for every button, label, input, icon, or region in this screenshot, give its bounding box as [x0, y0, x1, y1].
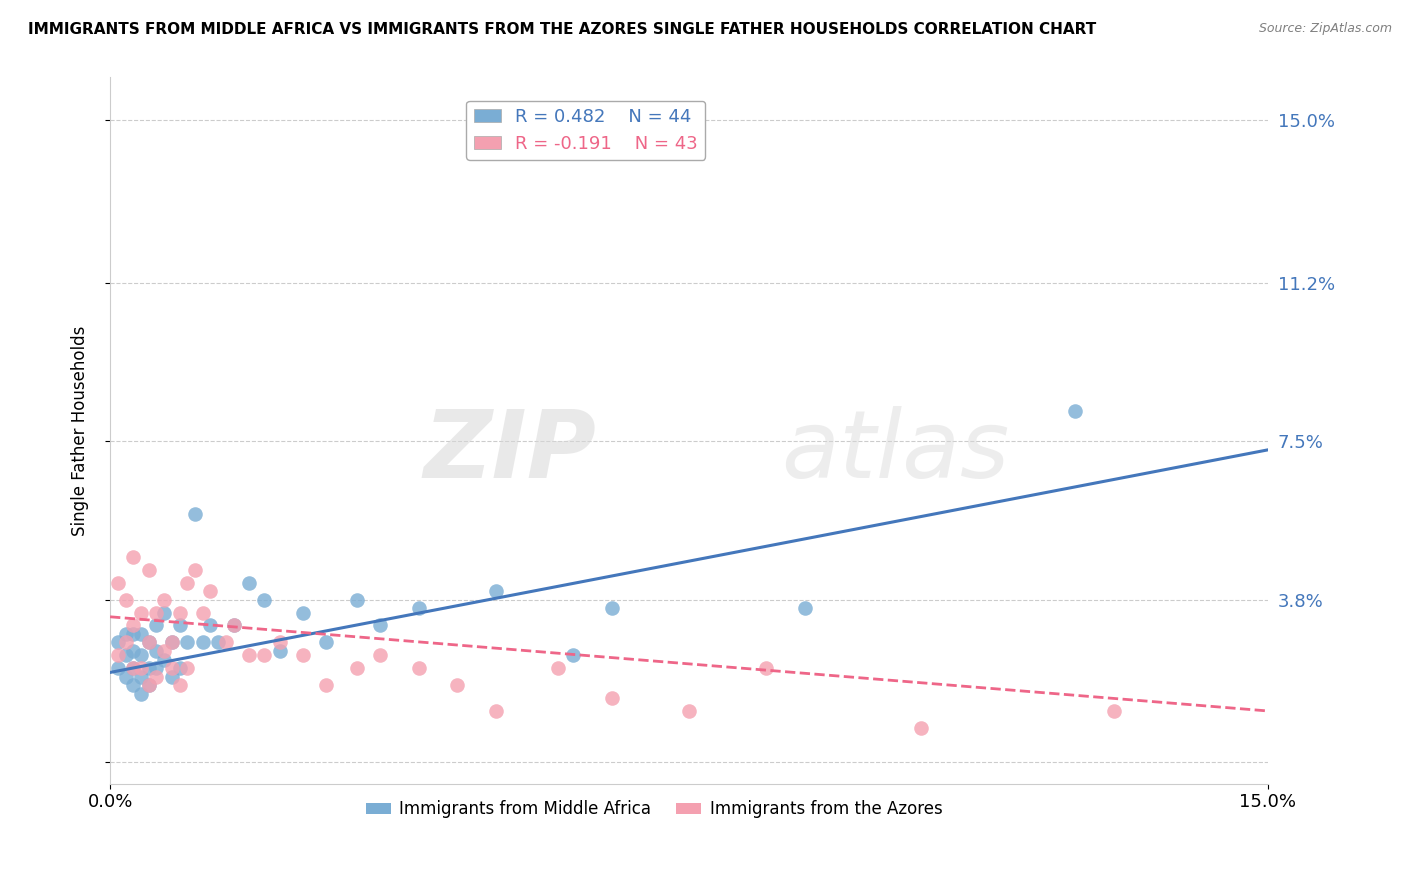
Point — [408, 661, 430, 675]
Point — [253, 648, 276, 663]
Point — [269, 644, 291, 658]
Point — [129, 648, 152, 663]
Text: Source: ZipAtlas.com: Source: ZipAtlas.com — [1258, 22, 1392, 36]
Point — [153, 606, 176, 620]
Point — [169, 606, 191, 620]
Point — [547, 661, 569, 675]
Point — [114, 635, 136, 649]
Text: IMMIGRANTS FROM MIDDLE AFRICA VS IMMIGRANTS FROM THE AZORES SINGLE FATHER HOUSEH: IMMIGRANTS FROM MIDDLE AFRICA VS IMMIGRA… — [28, 22, 1097, 37]
Point — [153, 644, 176, 658]
Point — [315, 678, 337, 692]
Point — [793, 601, 815, 615]
Point — [122, 627, 145, 641]
Point — [114, 592, 136, 607]
Point — [129, 670, 152, 684]
Point — [129, 627, 152, 641]
Point — [129, 687, 152, 701]
Point — [1064, 404, 1087, 418]
Point — [138, 678, 160, 692]
Text: ZIP: ZIP — [423, 406, 596, 498]
Point — [114, 670, 136, 684]
Point — [145, 661, 167, 675]
Point — [215, 635, 238, 649]
Point — [107, 575, 129, 590]
Point — [107, 635, 129, 649]
Point — [138, 635, 160, 649]
Point — [129, 606, 152, 620]
Point — [169, 678, 191, 692]
Point — [346, 592, 368, 607]
Point — [485, 704, 508, 718]
Point — [107, 661, 129, 675]
Point — [153, 652, 176, 666]
Point — [222, 618, 245, 632]
Point — [562, 648, 585, 663]
Point — [153, 592, 176, 607]
Point — [446, 678, 468, 692]
Point — [122, 661, 145, 675]
Point — [160, 635, 183, 649]
Point — [191, 635, 214, 649]
Point — [269, 635, 291, 649]
Point — [160, 670, 183, 684]
Point — [145, 606, 167, 620]
Point — [138, 635, 160, 649]
Point — [122, 549, 145, 564]
Point — [600, 691, 623, 706]
Point — [184, 507, 207, 521]
Point — [600, 601, 623, 615]
Point — [200, 618, 222, 632]
Point — [114, 648, 136, 663]
Point — [238, 575, 260, 590]
Point — [207, 635, 229, 649]
Legend: Immigrants from Middle Africa, Immigrants from the Azores: Immigrants from Middle Africa, Immigrant… — [360, 794, 949, 825]
Point — [1102, 704, 1125, 718]
Point — [122, 661, 145, 675]
Point — [160, 661, 183, 675]
Point — [176, 635, 198, 649]
Point — [755, 661, 778, 675]
Point — [122, 644, 145, 658]
Point — [222, 618, 245, 632]
Point — [368, 618, 391, 632]
Point — [160, 635, 183, 649]
Point — [191, 606, 214, 620]
Y-axis label: Single Father Households: Single Father Households — [72, 326, 89, 536]
Point — [145, 670, 167, 684]
Point — [122, 678, 145, 692]
Point — [107, 648, 129, 663]
Point — [169, 618, 191, 632]
Point — [408, 601, 430, 615]
Point — [315, 635, 337, 649]
Point — [238, 648, 260, 663]
Point — [138, 563, 160, 577]
Point — [678, 704, 700, 718]
Point — [253, 592, 276, 607]
Point — [114, 627, 136, 641]
Point — [485, 584, 508, 599]
Point — [176, 575, 198, 590]
Point — [292, 648, 315, 663]
Point — [138, 678, 160, 692]
Point — [368, 648, 391, 663]
Text: atlas: atlas — [782, 406, 1010, 497]
Point — [145, 644, 167, 658]
Point — [176, 661, 198, 675]
Point — [122, 618, 145, 632]
Point — [138, 661, 160, 675]
Point — [346, 661, 368, 675]
Point — [184, 563, 207, 577]
Point — [169, 661, 191, 675]
Point — [910, 721, 932, 735]
Point — [292, 606, 315, 620]
Point — [145, 618, 167, 632]
Point — [200, 584, 222, 599]
Point — [129, 661, 152, 675]
